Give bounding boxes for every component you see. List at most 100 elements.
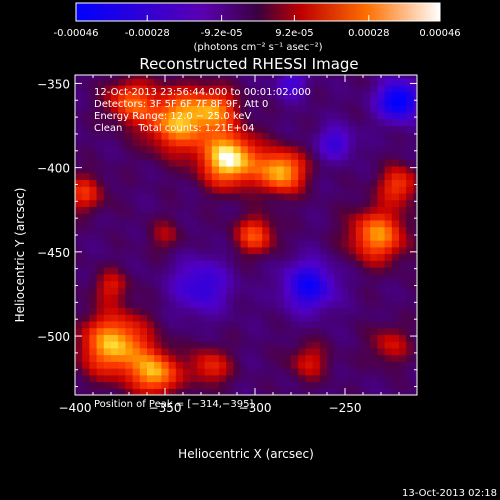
- heatmap-cell: [190, 186, 198, 194]
- heatmap-cell: [139, 267, 148, 275]
- heatmap-cell: [255, 125, 263, 133]
- heatmap-cell: [312, 253, 321, 261]
- heatmap-cell: [283, 159, 292, 167]
- heatmap-cell: [161, 253, 170, 261]
- heatmap-cell: [82, 75, 90, 79]
- heatmap-cell: [82, 199, 90, 207]
- heatmap-cell: [211, 145, 220, 154]
- heatmap-cell: [283, 341, 292, 349]
- heatmap-cell: [291, 118, 299, 127]
- heatmap-cell: [370, 118, 378, 127]
- heatmap-cell: [262, 347, 270, 356]
- heatmap-cell: [96, 240, 105, 248]
- heatmap-cell: [226, 280, 234, 288]
- heatmap-cell: [154, 307, 162, 315]
- heatmap-cell: [391, 165, 400, 174]
- heatmap-cell: [154, 159, 162, 167]
- heatmap-cell: [348, 226, 357, 234]
- heatmap-cell: [341, 300, 350, 309]
- heatmap-cell: [197, 179, 206, 187]
- heatmap-cell: [312, 199, 321, 207]
- heatmap-cell: [132, 327, 141, 335]
- heatmap-cell: [204, 226, 213, 234]
- heatmap-cell: [111, 347, 119, 356]
- heatmap-cell: [413, 125, 417, 133]
- heatmap-cell: [327, 334, 335, 342]
- heatmap-cell: [226, 314, 234, 322]
- heatmap-cell: [363, 75, 371, 79]
- heatmap-cell: [190, 280, 198, 288]
- heatmap-cell: [355, 361, 364, 369]
- heatmap-cell: [370, 347, 378, 356]
- heatmap-cell: [132, 145, 141, 154]
- heatmap-cell: [75, 125, 83, 133]
- heatmap-cell: [75, 280, 83, 288]
- heatmap-cell: [132, 320, 141, 329]
- heatmap-cell: [168, 253, 177, 261]
- heatmap-cell: [305, 206, 314, 214]
- heatmap-cell: [312, 186, 321, 194]
- heatmap-cell: [211, 327, 220, 335]
- heatmap-cell: [147, 287, 155, 295]
- heatmap-cell: [327, 327, 335, 335]
- heatmap-cell: [103, 293, 112, 302]
- heatmap-cell: [118, 368, 126, 376]
- heatmap-cell: [413, 280, 417, 288]
- heatmap-cell: [399, 347, 407, 356]
- heatmap-cell: [370, 381, 378, 389]
- heatmap-cell: [384, 381, 393, 389]
- heatmap-cell: [219, 165, 227, 174]
- heatmap-cell: [377, 213, 386, 221]
- heatmap-cell: [255, 273, 263, 282]
- heatmap-cell: [139, 368, 148, 376]
- heatmap-cell: [132, 206, 141, 214]
- heatmap-cell: [125, 98, 134, 106]
- heatmap-cell: [168, 132, 177, 140]
- info-line-energy: Energy Range: 12.0 − 25.0 keV: [94, 111, 251, 122]
- heatmap-cell: [262, 75, 270, 79]
- heatmap-cell: [377, 91, 386, 100]
- heatmap-cell: [82, 300, 90, 309]
- heatmap-cell: [334, 267, 342, 275]
- heatmap-cell: [341, 341, 350, 349]
- heatmap-cell: [413, 300, 417, 309]
- heatmap-cell: [348, 78, 357, 86]
- heatmap-cell: [276, 192, 285, 201]
- heatmap-cell: [413, 85, 417, 93]
- heatmap-cell: [377, 192, 386, 201]
- heatmap-cell: [399, 267, 407, 275]
- heatmap-cell: [283, 368, 292, 376]
- heatmap-cell: [204, 105, 213, 113]
- heatmap-cell: [103, 347, 112, 356]
- heatmap-cell: [139, 165, 148, 174]
- heatmap-cell: [161, 199, 170, 207]
- heatmap-cell: [89, 307, 98, 315]
- heatmap-cell: [226, 112, 234, 120]
- heatmap-cell: [377, 314, 386, 322]
- heatmap-cell: [305, 388, 314, 395]
- heatmap-cell: [168, 213, 177, 221]
- heatmap-cell: [305, 105, 314, 113]
- heatmap-cell: [183, 287, 191, 295]
- heatmap-cell: [262, 341, 270, 349]
- heatmap-cell: [183, 219, 191, 228]
- heatmap-cell: [283, 260, 292, 268]
- heatmap-cell: [111, 213, 119, 221]
- heatmap-cell: [384, 125, 393, 133]
- heatmap-cell: [139, 152, 148, 160]
- heatmap-cell: [147, 192, 155, 201]
- heatmap-cell: [355, 165, 364, 174]
- heatmap-cell: [262, 307, 270, 315]
- heatmap-cell: [363, 314, 371, 322]
- heatmap-cell: [348, 125, 357, 133]
- heatmap-cell: [348, 253, 357, 261]
- heatmap-cell: [312, 226, 321, 234]
- heatmap-cell: [147, 388, 155, 395]
- heatmap-cell: [377, 233, 386, 241]
- heatmap-cell: [161, 172, 170, 181]
- heatmap-cell: [298, 307, 306, 315]
- heatmap-cell: [154, 381, 162, 389]
- heatmap-cell: [406, 105, 414, 113]
- heatmap-cell: [168, 314, 177, 322]
- heatmap-cell: [305, 267, 314, 275]
